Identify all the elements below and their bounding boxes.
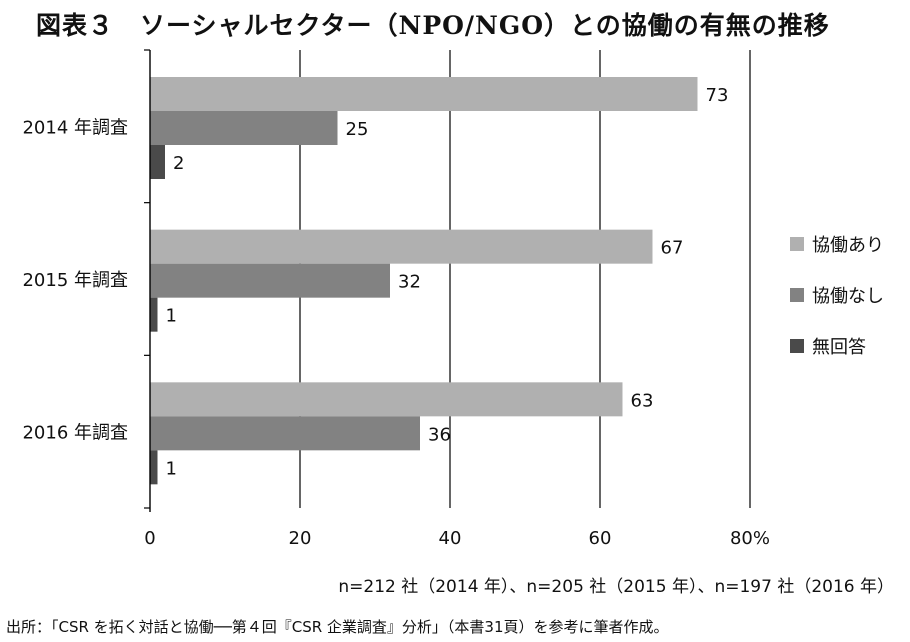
chart-title: 図表３ ソーシャルセクター（NPO/NGO）との協働の有無の推移 (36, 11, 830, 40)
data-label: 2 (173, 153, 184, 174)
data-label: 73 (706, 85, 729, 106)
axes: 0 20 40 60 80% 2014 年調査 2015 年調査 2016 年調査 (22, 49, 770, 549)
category-label: 2016 年調査 (22, 423, 128, 444)
source-note: 出所：「CSR を拓く対話と協働──第４回『CSR 企業調査』分析」（本書31頁… (6, 618, 669, 636)
data-label: 25 (346, 119, 369, 140)
bar (150, 111, 338, 145)
legend-swatch (790, 237, 804, 251)
category-label: 2014 年調査 (22, 117, 128, 138)
data-label: 32 (398, 272, 421, 293)
data-label: 63 (631, 390, 654, 411)
legend-swatch (790, 339, 804, 353)
bar (150, 145, 165, 179)
x-tick-label: 0 (144, 528, 155, 549)
x-tick-label: 60 (589, 528, 612, 549)
legend-swatch (790, 288, 804, 302)
sample-size-note: n=212 社（2014 年）、n=205 社（2015 年）、n=197 社（… (338, 577, 894, 597)
labels: 73 25 2 67 32 1 63 36 1 (166, 85, 729, 479)
legend-label: 協働なし (812, 286, 884, 307)
category-label: 2015 年調査 (22, 270, 128, 291)
bar (150, 263, 390, 298)
data-label: 67 (661, 238, 684, 259)
bar (150, 382, 623, 417)
data-label: 36 (428, 424, 451, 445)
bar (150, 416, 420, 451)
bar (150, 77, 698, 111)
legend-label: 無回答 (812, 337, 866, 358)
bars (150, 77, 698, 485)
bar (150, 229, 653, 264)
x-tick-label: 80% (730, 528, 770, 549)
data-label: 1 (166, 306, 177, 327)
data-label: 1 (166, 458, 177, 479)
x-tick-label: 20 (289, 528, 312, 549)
x-tick-label: 40 (439, 528, 462, 549)
legend-label: 協働あり (812, 235, 884, 256)
bar (150, 450, 158, 485)
bar (150, 297, 158, 332)
